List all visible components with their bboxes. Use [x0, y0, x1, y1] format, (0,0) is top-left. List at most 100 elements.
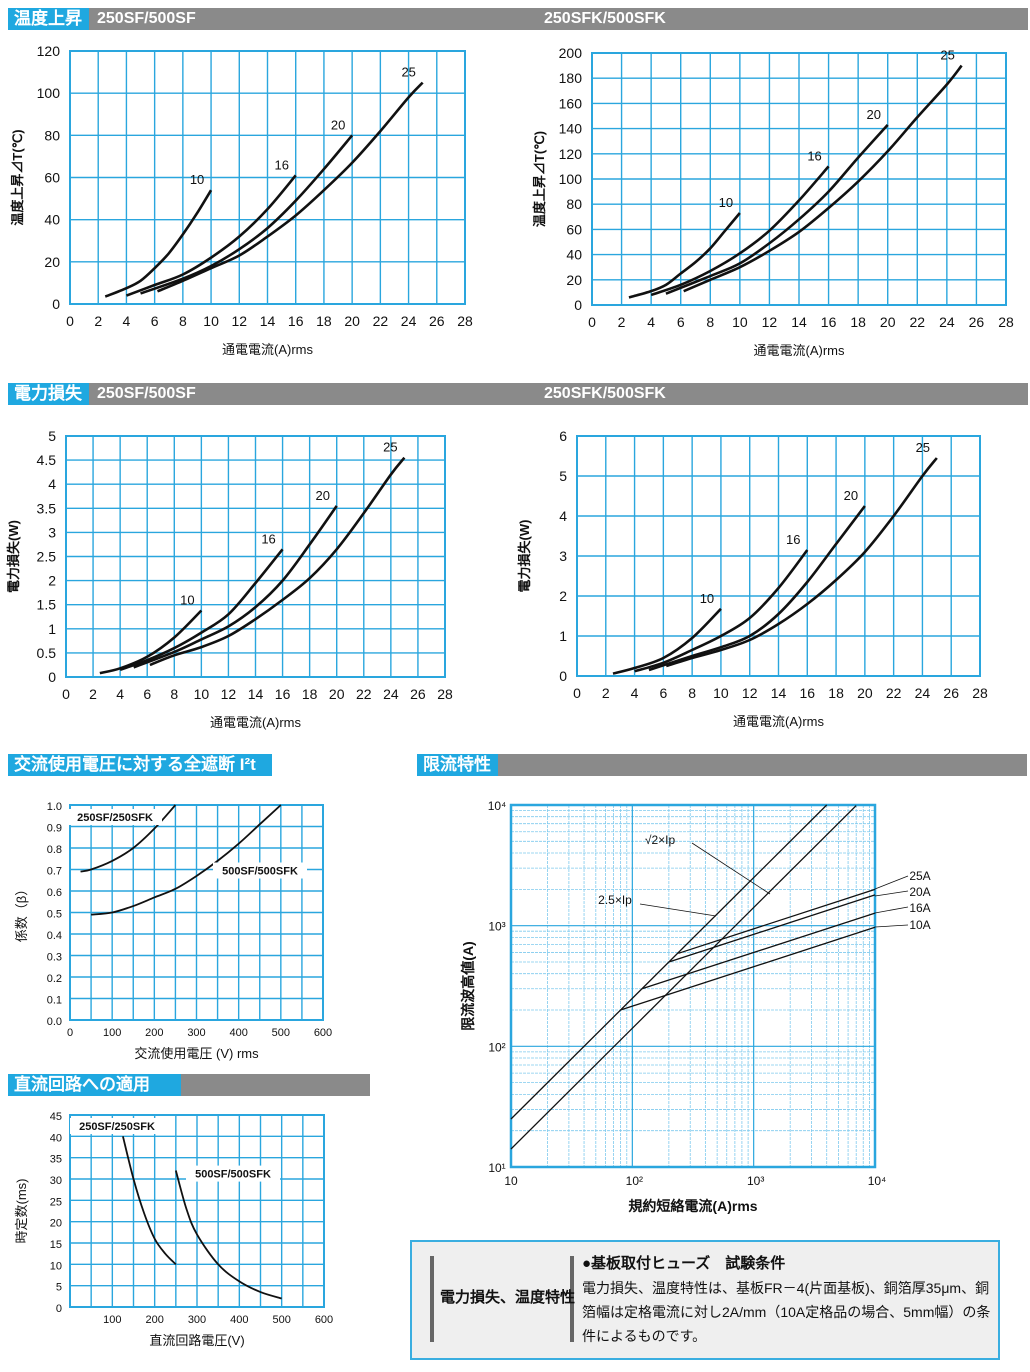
x-tick-label: 26 — [429, 313, 445, 329]
y-tick-label: 0.6 — [47, 887, 62, 899]
series-line-16 — [125, 174, 297, 297]
series-line-10 — [104, 189, 213, 298]
series-line-20 — [133, 505, 338, 669]
y-axis-label: 温度上昇⊿T(℃) — [532, 131, 547, 227]
annotation-leader — [874, 890, 909, 897]
x-tick-label: 100 — [103, 1314, 121, 1326]
chart-dc — [69, 1114, 325, 1308]
chart-temp_sf — [69, 50, 466, 305]
x-tick-label: 10² — [626, 1174, 643, 1188]
y-tick-label: 1.0 — [47, 801, 62, 813]
y-tick-label: 0.1 — [47, 995, 62, 1007]
y-tick-label: 5 — [56, 1282, 62, 1294]
section-subtitle-right: 250SFK/500SFK — [544, 10, 666, 27]
x-tick-label: 6 — [151, 313, 159, 329]
y-tick-label: 25 — [50, 1196, 62, 1208]
series-line-500SF/500SFK — [90, 804, 282, 916]
x-tick-label: 24 — [401, 313, 417, 329]
chart-temp_sfk — [591, 52, 1007, 306]
y-tick-label: 0 — [574, 297, 582, 313]
x-tick-label: 16 — [799, 685, 815, 701]
section-header-i2t: 交流使用電圧に対する全遮断 I²t — [8, 754, 272, 776]
y-tick-label: 45 — [50, 1111, 62, 1123]
annotation-label: √2×Ip — [645, 833, 676, 847]
y-tick-label: 0.7 — [47, 866, 62, 878]
x-tick-label: 10⁴ — [868, 1174, 887, 1188]
y-tick-label: 120 — [37, 43, 61, 59]
y-tick-label: 0 — [56, 1303, 62, 1315]
plot-frame — [69, 804, 324, 1021]
x-axis-label: 通電電流(A)rms — [733, 714, 824, 729]
x-axis-label: 規約短絡電流(A)rms — [628, 1198, 757, 1214]
annotation-leader — [874, 906, 909, 914]
plot-frame — [509, 803, 877, 1169]
x-tick-label: 20 — [857, 685, 873, 701]
y-tick-label: 6 — [559, 428, 567, 444]
section-tag: 電力損失 — [8, 383, 89, 405]
y-tick-label: 2 — [48, 573, 56, 589]
section-header-temp: 温度上昇 250SF/500SF 250SFK/500SFK — [8, 8, 1028, 30]
annotation-leader — [691, 842, 771, 895]
x-tick-label: 2 — [89, 686, 97, 702]
series-line-250SF/250SFK — [80, 804, 177, 873]
x-tick-label: 6 — [143, 686, 151, 702]
x-tick-label: 22 — [886, 685, 902, 701]
x-tick-label: 0 — [66, 313, 74, 329]
series-line-16 — [650, 165, 830, 297]
x-tick-label: 18 — [850, 314, 866, 330]
annotation-leader — [874, 875, 909, 890]
annotation-label: 10A — [909, 918, 930, 932]
x-tick-label: 6 — [677, 314, 685, 330]
x-axis-label: 直流回路電圧(V) — [149, 1333, 244, 1348]
series-line-20A — [668, 894, 876, 963]
x-tick-label: 500 — [272, 1314, 290, 1326]
x-tick-label: 26 — [943, 685, 959, 701]
y-axis-label: 時定数(ms) — [14, 1179, 29, 1244]
x-tick-label: 20 — [880, 314, 896, 330]
x-tick-label: 24 — [939, 314, 955, 330]
annotation-label: 25A — [909, 869, 930, 883]
y-tick-label: 40 — [50, 1132, 62, 1144]
y-tick-label: 35 — [50, 1154, 62, 1166]
y-tick-label: 1.5 — [37, 597, 57, 613]
series-label: 250SF/250SFK — [77, 812, 153, 824]
y-tick-label: 20 — [44, 254, 60, 270]
x-tick-label: 28 — [437, 686, 453, 702]
x-tick-label: 400 — [229, 1027, 247, 1039]
y-axis-label: 限流波高値(A) — [460, 941, 476, 1030]
section-subtitle-right: 250SFK/500SFK — [544, 385, 666, 402]
y-tick-label: 0 — [52, 296, 60, 312]
y-tick-label: 4 — [559, 508, 567, 524]
series-line-25 — [149, 456, 406, 667]
y-tick-label: 1 — [559, 628, 567, 644]
series-line-20 — [648, 505, 866, 672]
series-line-25A — [678, 888, 876, 954]
y-tick-label: 80 — [44, 127, 60, 143]
note-body: 電力損失、温度特性は、基板FR－4(片面基板)、銅箔厚35μm、銅箔幅は定格電流… — [582, 1280, 991, 1344]
x-tick-label: 400 — [230, 1314, 248, 1326]
section-header-dc: 直流回路への適用 — [8, 1074, 370, 1096]
y-tick-label: 180 — [559, 70, 583, 86]
y-tick-label: 0.5 — [47, 909, 62, 921]
x-tick-label: 300 — [187, 1027, 205, 1039]
x-tick-label: 12 — [742, 685, 758, 701]
y-tick-label: 20 — [50, 1218, 62, 1230]
section-subtitle-left: 250SF/500SF — [97, 10, 196, 27]
plot-frame — [69, 50, 466, 305]
y-tick-label: 4.5 — [37, 452, 57, 468]
y-tick-label: 2.5 — [37, 549, 57, 565]
x-tick-label: 10 — [732, 314, 748, 330]
y-tick-label: 160 — [559, 95, 583, 111]
x-tick-label: 16 — [275, 686, 291, 702]
x-tick-label: 28 — [998, 314, 1014, 330]
series-line-20 — [140, 134, 354, 295]
x-tick-label: 14 — [791, 314, 807, 330]
x-tick-label: 12 — [221, 686, 237, 702]
section-tag: 温度上昇 — [8, 8, 89, 30]
x-tick-label: 0 — [62, 686, 70, 702]
series-label: 25 — [383, 440, 397, 455]
x-axis-label: 通電電流(A)rms — [754, 343, 845, 358]
series-label: 25 — [401, 65, 415, 80]
y-tick-label: 15 — [50, 1239, 62, 1251]
x-axis-label: 通電電流(A)rms — [222, 342, 313, 357]
